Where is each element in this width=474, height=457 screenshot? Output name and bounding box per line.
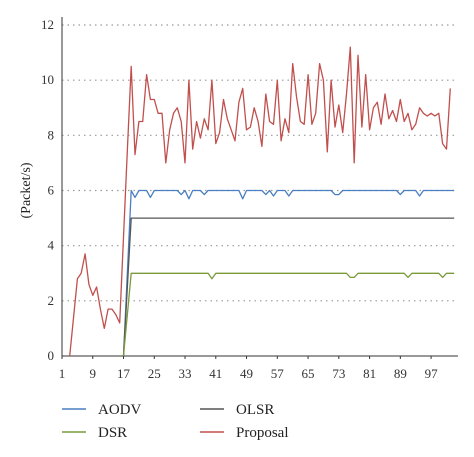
- y-tick-label: 12: [41, 17, 54, 32]
- y-tick-label: 10: [41, 72, 54, 87]
- y-tick-label: 0: [48, 348, 55, 363]
- y-tick-label: 6: [48, 183, 55, 198]
- x-tick-label: 65: [302, 366, 315, 381]
- x-tick-label: 41: [209, 366, 222, 381]
- x-tick-label: 89: [394, 366, 407, 381]
- x-tick-label: 25: [148, 366, 161, 381]
- x-tick-label: 17: [117, 366, 131, 381]
- y-tick-label: 4: [48, 238, 55, 253]
- y-axis-label: (Packet/s): [19, 162, 34, 218]
- series-line-dsr: [122, 272, 455, 357]
- legend: AODV DSR OLSR Proposal: [62, 402, 289, 441]
- x-tick-label: 57: [271, 366, 285, 381]
- legend-label-dsr: DSR: [98, 425, 127, 441]
- y-tick-label: 2: [48, 293, 55, 308]
- x-tick-label: 81: [363, 366, 376, 381]
- x-tick-label: 49: [240, 366, 253, 381]
- x-tick-label: 9: [90, 366, 97, 381]
- x-tick-label: 73: [332, 366, 345, 381]
- legend-label-aodv: AODV: [98, 402, 141, 418]
- gridlines: [62, 24, 458, 302]
- x-tick-labels: 1 9 17 25 33 41 49 57 65 73 81 89 97: [59, 366, 438, 381]
- x-tick-label: 33: [179, 366, 192, 381]
- legend-label-olsr: OLSR: [236, 402, 274, 418]
- axes: [61, 17, 458, 359]
- series-line-olsr: [122, 217, 455, 357]
- legend-label-proposal: Proposal: [236, 425, 289, 441]
- y-tick-label: 8: [48, 127, 55, 142]
- y-tick-labels: 0 2 4 6 8 10 12: [41, 17, 55, 363]
- x-tick-label: 97: [425, 366, 439, 381]
- x-tick-label: 1: [59, 366, 66, 381]
- series-line-aodv: [122, 189, 455, 357]
- series-line-proposal: [69, 46, 451, 357]
- series-lines: [69, 46, 455, 357]
